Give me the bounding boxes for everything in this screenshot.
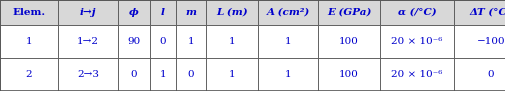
Text: ϕ: ϕ [129, 8, 138, 17]
Bar [58, 25, 118, 58]
Bar [118, 25, 149, 58]
Text: 1: 1 [228, 37, 235, 46]
Text: 0: 0 [130, 70, 137, 79]
Text: 1: 1 [228, 70, 235, 79]
Bar [0, 58, 58, 91]
Text: 1: 1 [284, 37, 291, 46]
Bar [379, 0, 453, 25]
Text: 100: 100 [338, 37, 358, 46]
Text: A (cm²): A (cm²) [266, 8, 309, 17]
Text: 2→3: 2→3 [77, 70, 99, 79]
Bar [317, 58, 379, 91]
Bar [118, 58, 149, 91]
Bar [317, 25, 379, 58]
Text: Elem.: Elem. [13, 8, 45, 17]
Text: m: m [185, 8, 196, 17]
Bar [379, 58, 453, 91]
Text: 20 × 10⁻⁶: 20 × 10⁻⁶ [390, 37, 442, 46]
Bar [176, 25, 206, 58]
Text: 1: 1 [160, 70, 166, 79]
Bar [58, 58, 118, 91]
Text: 90: 90 [127, 37, 140, 46]
Bar [206, 58, 258, 91]
Bar [206, 0, 258, 25]
Text: 2: 2 [26, 70, 32, 79]
Bar [0, 25, 58, 58]
Bar [258, 25, 317, 58]
Text: E (GPa): E (GPa) [326, 8, 371, 17]
Text: 1: 1 [284, 70, 291, 79]
Bar [258, 0, 317, 25]
Bar [453, 58, 505, 91]
Bar [58, 0, 118, 25]
Bar [149, 25, 176, 58]
Bar [118, 0, 149, 25]
Bar [176, 58, 206, 91]
Bar [149, 58, 176, 91]
Bar [453, 25, 505, 58]
Bar [379, 25, 453, 58]
Bar [206, 25, 258, 58]
Bar [453, 0, 505, 25]
Text: α (/°C): α (/°C) [397, 8, 435, 17]
Text: −100: −100 [476, 37, 504, 46]
Bar [149, 0, 176, 25]
Text: 0: 0 [187, 70, 194, 79]
Text: ΔT (°C): ΔT (°C) [469, 8, 505, 17]
Bar [317, 0, 379, 25]
Text: l: l [161, 8, 165, 17]
Text: i→j: i→j [80, 8, 96, 17]
Text: 1: 1 [187, 37, 194, 46]
Bar [0, 0, 58, 25]
Bar [176, 0, 206, 25]
Text: 1: 1 [26, 37, 32, 46]
Text: 100: 100 [338, 70, 358, 79]
Text: L (m): L (m) [216, 8, 247, 17]
Text: 0: 0 [160, 37, 166, 46]
Text: 20 × 10⁻⁶: 20 × 10⁻⁶ [390, 70, 442, 79]
Text: 1→2: 1→2 [77, 37, 99, 46]
Bar [258, 58, 317, 91]
Text: 0: 0 [487, 70, 493, 79]
